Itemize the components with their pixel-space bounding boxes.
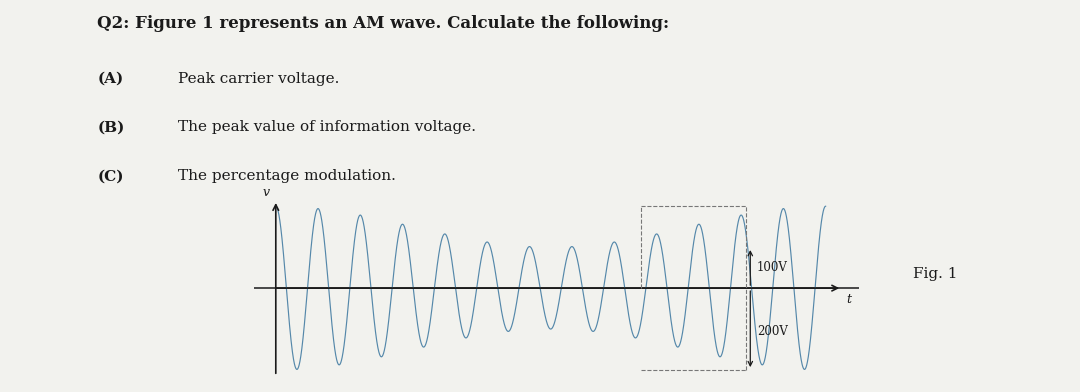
Text: Peak carrier voltage.: Peak carrier voltage.	[178, 71, 339, 85]
Text: 100V: 100V	[757, 261, 787, 274]
Text: The peak value of information voltage.: The peak value of information voltage.	[178, 120, 476, 134]
Text: (A): (A)	[97, 71, 123, 85]
Text: Fig. 1: Fig. 1	[913, 267, 957, 281]
Text: (C): (C)	[97, 169, 124, 183]
Text: (B): (B)	[97, 120, 124, 134]
Text: Q2: Figure 1 represents an AM wave. Calculate the following:: Q2: Figure 1 represents an AM wave. Calc…	[97, 15, 670, 32]
Text: The percentage modulation.: The percentage modulation.	[178, 169, 396, 183]
Text: t: t	[847, 293, 851, 306]
Text: v: v	[262, 186, 269, 199]
Text: 200V: 200V	[757, 325, 787, 338]
